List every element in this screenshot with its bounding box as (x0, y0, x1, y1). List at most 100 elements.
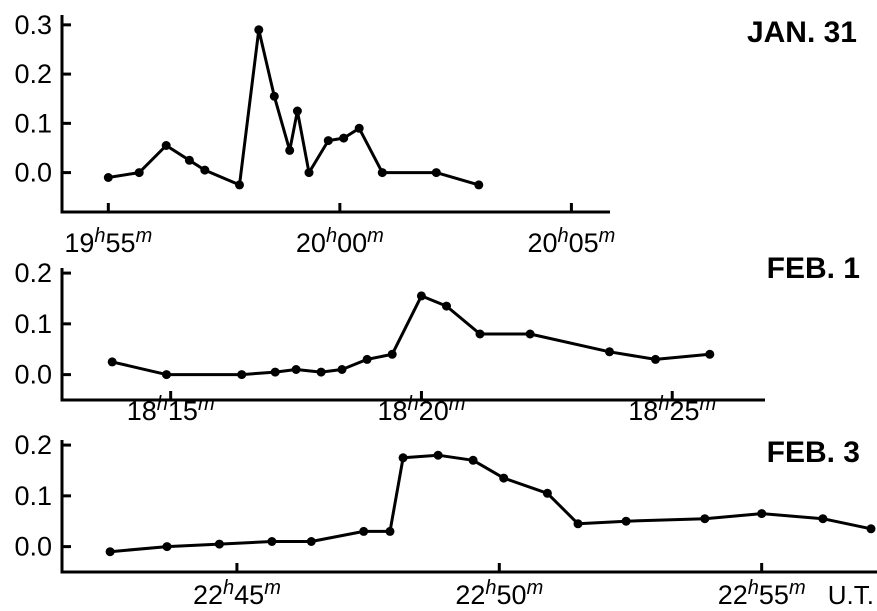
series-line (111, 294, 710, 377)
x-tick-minute-unit: m (789, 577, 806, 599)
series (107, 291, 715, 380)
data-point (304, 168, 314, 178)
x-axis: 18h15m 18h20m 18h25m (127, 391, 716, 426)
data-point (316, 367, 326, 377)
x-axis: 22h45m 22h50m 22h55m (193, 563, 806, 610)
x-tick-hours: 18 (378, 396, 408, 426)
data-point (292, 106, 302, 116)
x-tick-minutes: 55 (759, 580, 789, 610)
x-tick-minutes: 45 (234, 580, 264, 610)
data-point (442, 301, 451, 311)
x-tick-label: 18h20m (378, 393, 466, 426)
x-tick-hour-unit: h (94, 225, 105, 247)
data-point (387, 349, 397, 359)
x-tick-hour-unit: h (326, 225, 337, 247)
data-point (269, 91, 279, 101)
x-tick-minutes: 15 (168, 396, 198, 426)
x-tick-minutes: 25 (669, 396, 699, 426)
y-tick-label: 0.1 (14, 309, 52, 339)
y-tick-label: 0.1 (14, 481, 52, 511)
data-point (105, 547, 115, 557)
y-tick-label: 0.1 (14, 108, 52, 138)
data-point (162, 542, 172, 552)
x-tick-minute-unit: m (198, 393, 215, 415)
data-point (270, 367, 280, 377)
x-tick-hours: 20 (296, 228, 326, 258)
data-point (291, 365, 301, 374)
x-tick-hours: 22 (455, 580, 485, 610)
data-point (468, 455, 478, 465)
data-point (377, 168, 387, 178)
panel-jan-31: JAN. 31 0.00.10.20.3 19h55m 20h00m 20h05m (14, 10, 857, 258)
data-point (433, 450, 443, 460)
y-axis: 0.0 0.1 0.2 0.3 (14, 10, 71, 188)
x-tick-minute-unit: m (136, 225, 153, 247)
x-tick-hour-unit: h (658, 393, 669, 415)
y-tick-label: 0.0 (14, 360, 52, 390)
y-tick-label: 0.2 (14, 59, 52, 89)
x-tick-minute-unit: m (527, 577, 544, 599)
x-axis-unit-label: U.T. (828, 580, 874, 610)
x-tick-hour-unit: h (223, 577, 234, 599)
data-point (214, 539, 224, 549)
data-point (267, 537, 277, 546)
data-point (107, 357, 117, 367)
data-point (542, 488, 552, 498)
axes-frame (60, 440, 877, 574)
data-point (474, 180, 484, 190)
data-point (431, 168, 441, 178)
data-point (818, 514, 828, 524)
x-tick-hour-unit: h (748, 577, 759, 599)
series (103, 25, 484, 190)
x-tick-minute-unit: m (700, 393, 717, 415)
x-tick-label: 19h55m (64, 225, 152, 258)
x-tick-minutes: 20 (419, 396, 449, 426)
x-tick-hours: 20 (527, 228, 557, 258)
x-tick-minutes: 50 (497, 580, 527, 610)
data-point (499, 473, 509, 483)
x-tick-hour-unit: h (408, 393, 419, 415)
series-line (109, 453, 872, 554)
data-point (621, 516, 631, 526)
series-line (108, 28, 480, 187)
x-tick-hours: 19 (64, 228, 94, 258)
x-axis: 19h55m 20h00m 20h05m (64, 203, 615, 258)
axes-frame (60, 268, 765, 402)
data-point (385, 526, 395, 536)
x-tick-minutes: 55 (106, 228, 136, 258)
y-axis: 0.0 0.1 0.2 (14, 258, 71, 390)
series (105, 450, 876, 557)
y-tick-label: 0.2 (14, 258, 52, 288)
x-tick-hours: 18 (127, 396, 157, 426)
data-point (254, 25, 264, 35)
x-tick-label: 22h50m (455, 577, 543, 610)
x-tick-label: 18h15m (127, 393, 215, 426)
data-point (475, 329, 485, 339)
panel-title: FEB. 1 (767, 252, 860, 285)
data-point (200, 165, 210, 175)
x-tick-minutes: 05 (569, 228, 599, 258)
data-point (705, 349, 715, 359)
data-point (700, 514, 710, 524)
y-tick-label: 0.2 (14, 430, 52, 460)
data-point (161, 141, 171, 150)
x-tick-hours: 22 (718, 580, 748, 610)
x-tick-minute-unit: m (599, 225, 616, 247)
x-tick-label: 20h05m (527, 225, 615, 258)
x-tick-label: 18h25m (628, 393, 716, 426)
y-tick-label: 0.0 (14, 532, 52, 562)
x-tick-label: 20h00m (296, 225, 384, 258)
data-point (605, 347, 614, 357)
y-tick-label: 0.0 (14, 158, 52, 188)
x-tick-minute-unit: m (264, 577, 281, 599)
x-tick-label: 22h55m (718, 577, 806, 610)
x-tick-minutes: 00 (337, 228, 367, 258)
data-point (651, 354, 660, 364)
x-tick-minute-unit: m (367, 225, 384, 247)
data-point (866, 524, 876, 534)
axes-frame (60, 15, 610, 214)
y-tick-label: 0.3 (14, 10, 52, 40)
data-point (323, 136, 333, 146)
data-point (525, 329, 535, 339)
data-point (416, 291, 426, 301)
